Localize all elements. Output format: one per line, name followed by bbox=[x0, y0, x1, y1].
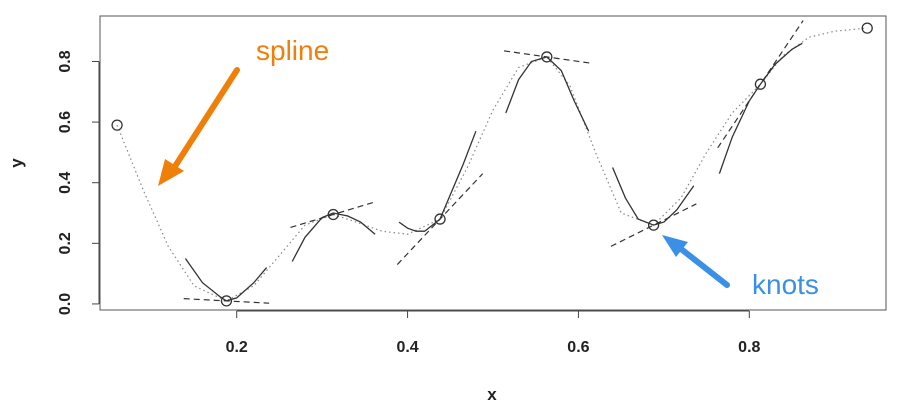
knots-annotation-label: knots bbox=[752, 269, 819, 300]
knot-point bbox=[541, 51, 553, 63]
knots-arrow-icon bbox=[662, 235, 730, 288]
knot-point bbox=[220, 295, 233, 307]
knot-point bbox=[327, 208, 339, 221]
local-fit-segment bbox=[718, 42, 803, 174]
tangent-line bbox=[610, 203, 697, 247]
plot-frame bbox=[99, 15, 887, 311]
knot-point bbox=[754, 78, 767, 90]
knot-point bbox=[861, 22, 873, 34]
local-fit-segment bbox=[439, 130, 477, 220]
x-tick-label: 0.4 bbox=[396, 339, 418, 356]
spline-annotation-label: spline bbox=[256, 35, 329, 66]
knot-point bbox=[111, 119, 123, 131]
y-tick-label: 0.4 bbox=[57, 171, 74, 193]
spline-curve bbox=[116, 27, 868, 302]
y-axis-title: y bbox=[7, 158, 26, 168]
tangent-line bbox=[290, 201, 377, 228]
tangent-line bbox=[504, 50, 590, 64]
tangent-line bbox=[717, 20, 804, 149]
y-tick-label: 0.8 bbox=[57, 50, 74, 72]
x-axis-title: x bbox=[487, 385, 497, 404]
x-tick-label: 0.8 bbox=[738, 339, 760, 356]
y-tick-label: 0.6 bbox=[57, 111, 74, 133]
local-fit-segment bbox=[398, 218, 441, 232]
local-fit-segment bbox=[612, 167, 695, 226]
knot-point bbox=[647, 219, 660, 231]
local-fit-segment bbox=[291, 212, 376, 262]
knot-point bbox=[434, 213, 446, 225]
series-layer bbox=[111, 20, 873, 307]
y-tick-label: 0.2 bbox=[57, 232, 74, 254]
x-axis: 0.2 0.4 0.6 0.8 bbox=[226, 310, 761, 356]
spline-arrow-icon bbox=[158, 67, 240, 186]
local-fit-segment bbox=[184, 258, 268, 302]
y-axis: 0.0 0.2 0.4 0.6 0.8 bbox=[57, 50, 100, 315]
tangent-line bbox=[396, 173, 484, 265]
y-tick-label: 0.0 bbox=[57, 293, 74, 315]
local-fit-segment bbox=[505, 56, 590, 132]
tangent-line bbox=[183, 298, 270, 304]
x-tick-label: 0.2 bbox=[226, 339, 248, 356]
x-tick-label: 0.6 bbox=[567, 339, 589, 356]
